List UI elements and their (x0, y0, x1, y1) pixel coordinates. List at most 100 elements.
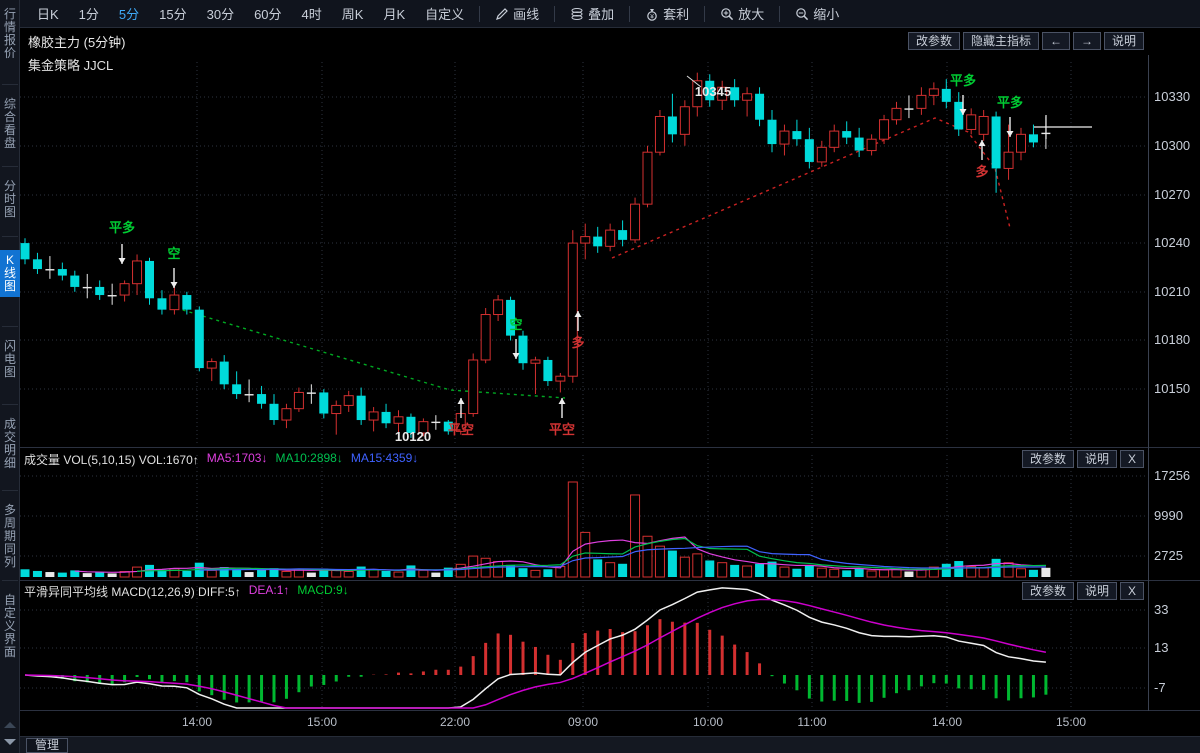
title-button-改参数[interactable]: 改参数 (907, 32, 960, 50)
toolbar-tool-arbitrage-moneybag[interactable]: ¥ 套利 (636, 2, 698, 25)
pane-divider (20, 710, 1200, 711)
time-tick-label: 09:00 (567, 715, 599, 729)
volume-header-segment-0: 成交量 VOL(5,10,15) VOL:1670↑ (24, 453, 199, 467)
svg-text:¥: ¥ (650, 13, 654, 20)
price-axis (1148, 55, 1200, 711)
volume-button-改参数[interactable]: 改参数 (1021, 450, 1074, 468)
pencil-icon (496, 7, 508, 20)
macd-button-说明[interactable]: 说明 (1076, 582, 1117, 600)
strategy-label: 集金策略 JJCL (28, 58, 114, 73)
volume-header-segment-1: MA5:1703↓ (206, 451, 268, 465)
axis-tick-label: 10270 (1154, 187, 1191, 202)
toolbar-tool-zoom-in[interactable]: 放大 (711, 2, 773, 25)
top-toolbar: 日K 1分 5分 15分 30分 60分 4时 周K 月K 自定义 画线 叠加 ¥ 套利 放大 缩小 (20, 0, 1200, 28)
signal-label-平多: 平多 (109, 220, 135, 235)
sidebar-item-自定义界面[interactable]: 自定义界面 (3, 593, 16, 659)
status-bar: 管理 (20, 736, 1200, 753)
toolbar-period-5分[interactable]: 5分 (118, 7, 140, 22)
axis-tick-label: 33 (1154, 602, 1169, 617)
macd-button-X[interactable]: X (1119, 582, 1144, 600)
signal-label-多: 多 (975, 164, 988, 179)
signal-label-10120: 10120 (395, 429, 431, 444)
zoom-in-icon (721, 7, 734, 20)
toolbar-tool-overlay-stack[interactable]: 叠加 (561, 2, 623, 25)
volume-button-X[interactable]: X (1119, 450, 1144, 468)
toolbar-tool-zoom-out[interactable]: 缩小 (786, 2, 848, 25)
sidebar-item-多周期同列[interactable]: 多周期同列 (3, 503, 16, 569)
sidebar-divider (2, 326, 18, 327)
toolbar-period-月K[interactable]: 月K (383, 7, 406, 22)
toolbar-separator (554, 5, 556, 22)
sidebar-item-闪电图[interactable]: 闪电图 (3, 339, 16, 379)
signal-label-平多: 平多 (997, 95, 1023, 110)
sidebar-divider (2, 236, 18, 237)
signal-label-空: 空 (167, 246, 180, 261)
volume-button-说明[interactable]: 说明 (1076, 450, 1117, 468)
toolbar-period-日K[interactable]: 日K (37, 7, 59, 22)
sidebar-item-行情报价[interactable]: 行情报价 (3, 7, 16, 60)
sidebar-divider (2, 490, 18, 491)
axis-tick-label: 10150 (1154, 381, 1191, 396)
signal-label-10345: 10345 (695, 84, 731, 99)
page-title: 橡胶主力 (5分钟) (28, 34, 126, 50)
signal-label-平多: 平多 (950, 73, 976, 88)
macd-header-segment-0: 平滑异同平均线 MACD(12,26,9) DIFF:5↑ (24, 585, 241, 599)
sidebar-divider (2, 404, 18, 405)
axis-tick-label: 17256 (1154, 468, 1191, 483)
toolbar-separator (479, 5, 481, 22)
title-button-说明[interactable]: 说明 (1103, 32, 1144, 50)
axis-tick-label: 9990 (1154, 508, 1183, 523)
manage-button[interactable]: 管理 (26, 738, 69, 753)
signal-label-平空: 平空 (549, 422, 575, 437)
axis-tick-label: 10240 (1154, 235, 1191, 250)
time-tick-label: 14:00 (931, 715, 963, 729)
toolbar-period-周K[interactable]: 周K (341, 7, 364, 22)
axis-tick-label: 2725 (1154, 548, 1183, 563)
sidebar-item-成交明细[interactable]: 成交明细 (3, 417, 16, 470)
overlay-stack-icon (571, 7, 583, 20)
title-button-←[interactable]: ← (1041, 32, 1070, 50)
sidebar-item-分时图[interactable]: 分时图 (3, 179, 16, 219)
sidebar-item-综合看盘[interactable]: 综合看盘 (3, 97, 16, 150)
axis-tick-label: 10300 (1154, 138, 1191, 153)
pane-divider[interactable] (20, 447, 1200, 448)
time-tick-label: 14:00 (181, 715, 213, 729)
time-tick-label: 11:00 (797, 715, 827, 729)
sidebar-scroll-up-icon[interactable] (4, 722, 16, 728)
sidebar-divider (2, 166, 18, 167)
pane-divider[interactable] (20, 580, 1200, 581)
macd-header-segment-1: DEA:1↑ (248, 583, 290, 597)
title-button-隐藏主指标[interactable]: 隐藏主指标 (962, 32, 1039, 50)
axis-tick-label: 10330 (1154, 89, 1191, 104)
axis-tick-label: -7 (1154, 680, 1166, 695)
sidebar-scroll-down-icon[interactable] (4, 739, 16, 745)
macd-button-改参数[interactable]: 改参数 (1021, 582, 1074, 600)
toolbar-separator (704, 5, 706, 22)
toolbar-period-4时[interactable]: 4时 (301, 7, 322, 22)
arbitrage-moneybag-icon: ¥ (647, 8, 657, 21)
toolbar-separator (779, 5, 781, 22)
title-button-→[interactable]: → (1072, 32, 1101, 50)
time-tick-label: 10:00 (692, 715, 724, 729)
axis-tick-label: 13 (1154, 640, 1169, 655)
toolbar-period-60分[interactable]: 60分 (254, 7, 282, 22)
toolbar-period-自定义[interactable]: 自定义 (425, 7, 465, 22)
signal-label-空: 空 (509, 317, 522, 332)
toolbar-period-15分[interactable]: 15分 (159, 7, 187, 22)
title-row: 橡胶主力 (5分钟) 改参数 隐藏主指标 ← → 说明 (20, 30, 1200, 52)
toolbar-separator (629, 5, 631, 22)
macd-pane-buttons: 改参数 说明 X (1021, 582, 1144, 600)
toolbar-period-30分[interactable]: 30分 (206, 7, 235, 22)
toolbar-tool-pencil[interactable]: 画线 (486, 2, 548, 25)
volume-pane-buttons: 改参数 说明 X (1021, 450, 1144, 468)
sidebar-divider (2, 580, 18, 581)
macd-pane-header: 平滑异同平均线 MACD(12,26,9) DIFF:5↑ DEA:1↑ MACD:… (24, 583, 349, 599)
time-tick-label: 15:00 (306, 715, 338, 729)
zoom-out-icon (796, 7, 809, 20)
volume-pane-header: 成交量 VOL(5,10,15) VOL:1670↑ MA5:1703↓ MA10:… (24, 451, 418, 467)
toolbar-period-1分[interactable]: 1分 (78, 7, 99, 22)
time-tick-label: 15:00 (1055, 715, 1087, 729)
